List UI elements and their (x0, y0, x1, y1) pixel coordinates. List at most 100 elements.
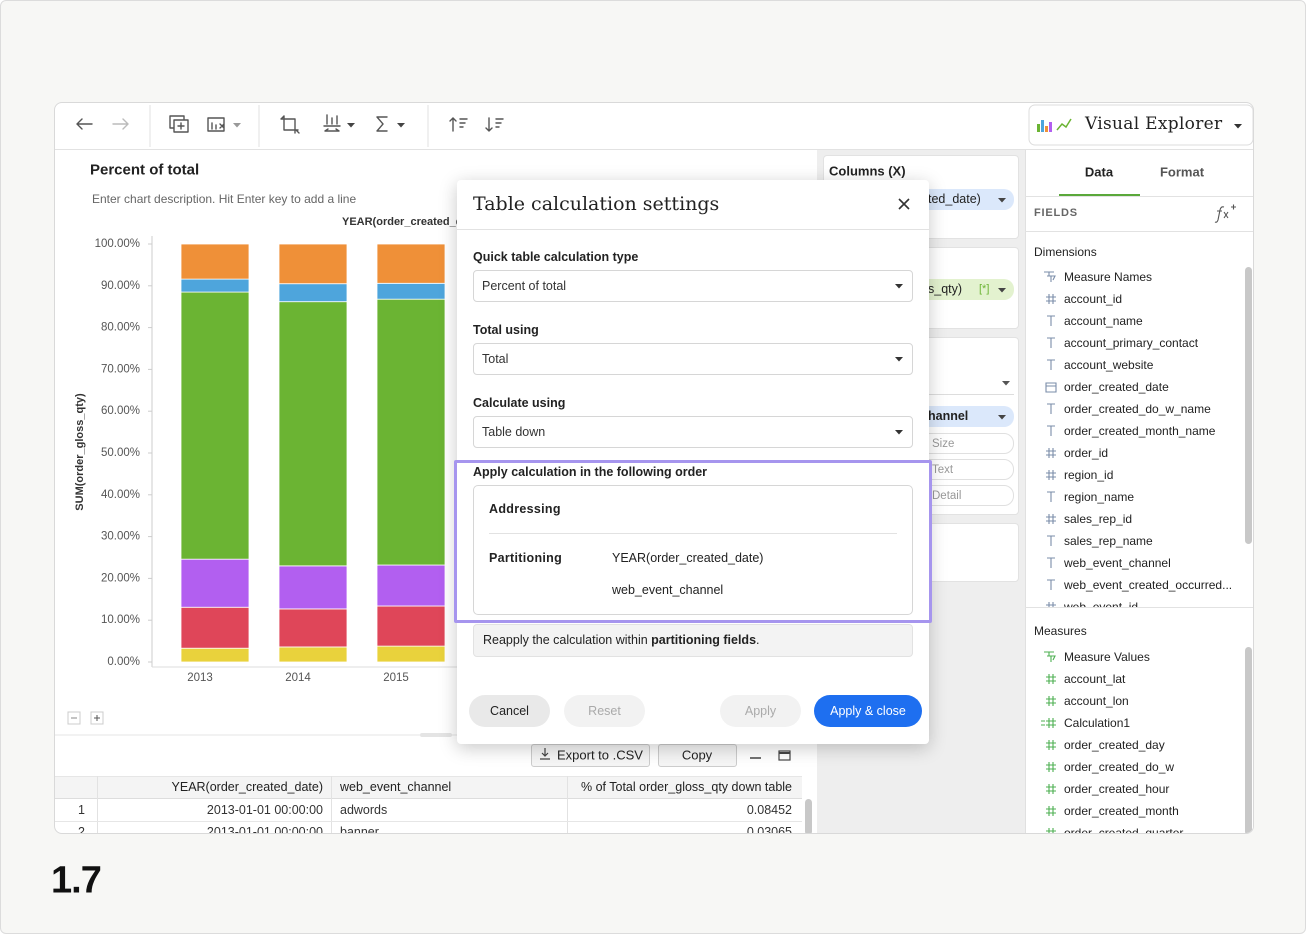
x-tick-label: 2013 (187, 672, 213, 684)
row-pill[interactable] (902, 279, 1014, 300)
button[interactable] (564, 695, 645, 727)
field-label: Apply calculation in the following order (473, 465, 708, 479)
field-item[interactable]: Measure Names (1064, 270, 1153, 284)
button[interactable] (814, 695, 922, 727)
forward-button[interactable] (112, 118, 129, 130)
y-tick-label: 100.00% (95, 238, 140, 250)
field-type-icon (1046, 674, 1056, 684)
section-header: FIELDS (1034, 207, 1078, 219)
field-type-icon (1046, 602, 1056, 607)
button-label[interactable]: Apply & close (830, 704, 906, 718)
field-item[interactable]: order_id (1064, 446, 1109, 460)
field-type-icon (1046, 828, 1056, 833)
field-item[interactable]: order_created_hour (1064, 782, 1170, 796)
y-axis-title: SUM(order_gloss_qty) (74, 393, 86, 511)
sort-bars-button[interactable] (323, 114, 341, 132)
scrollbar (1245, 267, 1252, 544)
select[interactable] (473, 343, 913, 375)
button[interactable] (469, 695, 550, 727)
divider (1025, 607, 1253, 608)
select[interactable] (473, 416, 913, 448)
field-item[interactable]: account_website (1064, 358, 1154, 372)
sort-asc-button[interactable] (449, 117, 468, 132)
field-item[interactable]: account_id (1064, 292, 1123, 306)
sort-desc-button[interactable] (485, 117, 504, 132)
bar-segment (180, 278, 250, 293)
field-item[interactable]: account_name (1064, 314, 1143, 328)
button-label[interactable]: Cancel (490, 704, 529, 718)
field-item[interactable]: order_created_month (1064, 804, 1179, 818)
field-item[interactable]: region_name (1064, 490, 1135, 504)
pill-label: ted_date) (928, 192, 981, 206)
field-item[interactable]: web_event_id (1064, 600, 1139, 607)
mark-pill[interactable] (902, 406, 1014, 427)
cell: 2013-01-01 00:00:00 (206, 825, 323, 834)
slide-number: 1.7 (51, 859, 102, 902)
row-divider (55, 821, 802, 822)
aggregate-button[interactable] (376, 116, 388, 132)
cell: 2013-01-01 00:00:00 (206, 803, 323, 817)
swap-axes-button[interactable] (280, 115, 300, 134)
bar-segment (278, 301, 348, 567)
field-item[interactable]: account_primary_contact (1064, 336, 1199, 350)
section-label: Partitioning (489, 551, 563, 565)
field-item[interactable]: account_lon (1064, 694, 1129, 708)
field-item[interactable]: account_lat (1064, 672, 1126, 686)
tab[interactable]: Data (1084, 164, 1114, 180)
caret-icon (1234, 124, 1242, 129)
download-icon (540, 748, 550, 760)
mark-type-select[interactable] (902, 373, 1014, 395)
field-item[interactable]: Measure Values (1064, 650, 1150, 664)
column-divider (331, 776, 332, 833)
bar-segment (278, 608, 348, 648)
field-item[interactable]: web_event_created_occurred... (1064, 578, 1233, 592)
bar-segment (278, 243, 348, 285)
field-item[interactable]: order_created_date (1064, 380, 1169, 394)
divider (457, 229, 929, 230)
field-item[interactable]: web_event_channel (1064, 556, 1171, 570)
field-item[interactable]: order_created_quarter (1064, 826, 1184, 834)
bar-segment (278, 565, 348, 610)
field-type-icon (1044, 271, 1056, 282)
clear-sheet-button[interactable] (207, 117, 225, 132)
tab[interactable]: Format (1159, 164, 1205, 180)
select[interactable] (473, 270, 913, 302)
info-note: Reapply the calculation within partition… (473, 624, 913, 657)
field-type-icon (1047, 535, 1055, 546)
button-label[interactable]: Reset (588, 704, 621, 718)
y-tick-label: 40.00% (101, 489, 140, 501)
field-item[interactable]: order_created_month_name (1064, 424, 1216, 438)
field-item[interactable]: sales_rep_name (1064, 534, 1153, 548)
close-button[interactable] (898, 198, 910, 210)
field-type-icon (1046, 806, 1056, 816)
order-box (473, 485, 913, 615)
button[interactable] (720, 695, 801, 727)
field-type-icon (1041, 718, 1056, 728)
export-csv-button[interactable] (531, 744, 650, 767)
copy-button[interactable] (658, 744, 737, 767)
field-item[interactable]: order_created_do_w (1064, 760, 1175, 774)
field-icons (1041, 651, 1056, 833)
bar-segment (376, 298, 446, 566)
column-pill[interactable] (902, 189, 1014, 210)
app-window: Visual Explorer Percent of total Enter cha… (54, 102, 1254, 834)
section-label: Dimensions (1034, 245, 1097, 259)
back-button[interactable] (76, 118, 93, 130)
button-label[interactable]: Apply (744, 704, 777, 718)
field-item[interactable]: sales_rep_id (1064, 512, 1133, 526)
y-tick-label: 50.00% (101, 447, 140, 459)
field-item[interactable]: region_id (1064, 468, 1114, 482)
field-item[interactable]: Calculation1 (1064, 716, 1131, 730)
field-type-icon (1046, 740, 1056, 750)
fx-icon (1214, 204, 1236, 223)
pill-label: hannel (928, 409, 969, 423)
maximize-icon[interactable] (778, 750, 791, 761)
field-item[interactable]: order_created_day (1064, 738, 1165, 752)
viz-switcher[interactable] (1028, 104, 1253, 146)
add-sheet-button[interactable] (169, 115, 189, 133)
field-item[interactable]: order_created_do_w_name (1064, 402, 1211, 416)
field-type-icon (1047, 557, 1055, 568)
table-calculation-dialog: Table calculation settings Quick table ca… (454, 180, 932, 744)
caret-icon (998, 198, 1006, 203)
